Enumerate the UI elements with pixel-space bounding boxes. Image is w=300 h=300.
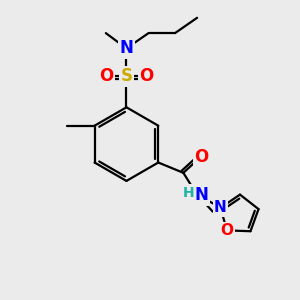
Text: O: O — [139, 68, 154, 85]
Text: N: N — [119, 39, 134, 57]
Text: N: N — [195, 187, 209, 205]
Text: S: S — [120, 68, 132, 85]
Text: O: O — [194, 148, 208, 166]
Text: N: N — [214, 200, 227, 215]
Text: O: O — [220, 223, 233, 238]
Text: O: O — [99, 68, 113, 85]
Text: H: H — [182, 185, 194, 200]
